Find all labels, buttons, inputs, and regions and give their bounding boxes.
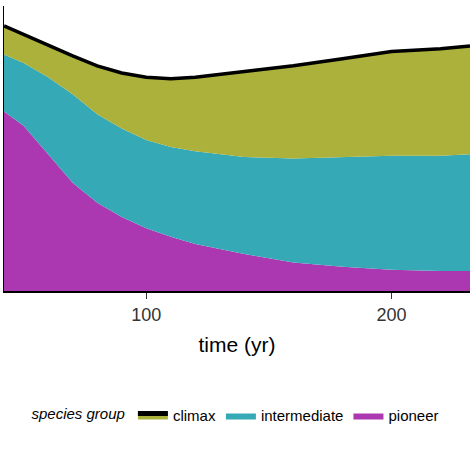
- svg-text:species group: species group: [32, 405, 125, 422]
- svg-text:200: 200: [376, 305, 406, 325]
- svg-text:pioneer: pioneer: [388, 407, 438, 424]
- svg-text:time (yr): time (yr): [199, 333, 276, 356]
- svg-text:100: 100: [131, 305, 161, 325]
- svg-text:intermediate: intermediate: [261, 407, 344, 424]
- svg-text:climax: climax: [173, 407, 216, 424]
